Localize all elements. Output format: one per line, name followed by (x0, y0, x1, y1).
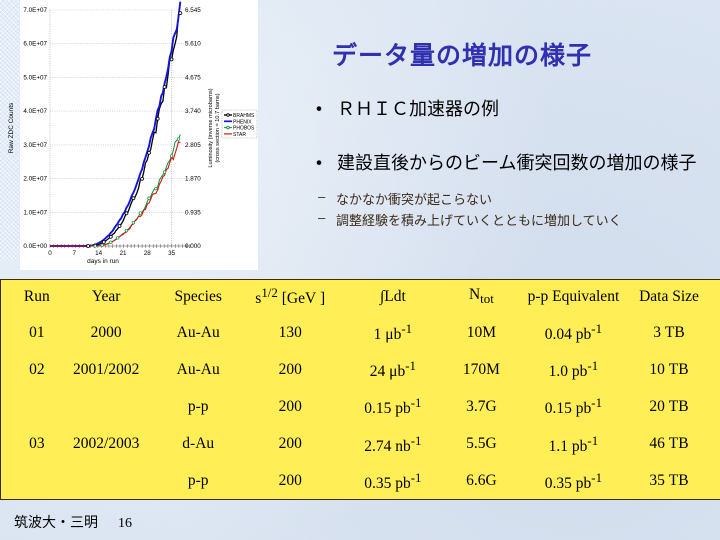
svg-text:3.740: 3.740 (185, 108, 201, 115)
svg-text:Raw ZDC Counts: Raw ZDC Counts (8, 102, 15, 153)
svg-text:3.0E+07: 3.0E+07 (23, 142, 47, 149)
svg-text:6.545: 6.545 (185, 7, 201, 14)
svg-text:7.0E+07: 7.0E+07 (23, 7, 47, 14)
svg-text:2.805: 2.805 (185, 142, 201, 149)
svg-text:4.675: 4.675 (185, 74, 201, 81)
svg-text:35: 35 (168, 250, 176, 257)
svg-text:BRAHMS: BRAHMS (233, 113, 255, 119)
svg-text:PHENIX: PHENIX (233, 119, 252, 125)
svg-text:0: 0 (48, 250, 52, 257)
svg-text:7: 7 (73, 250, 77, 257)
svg-text:4.0E+07: 4.0E+07 (23, 108, 47, 115)
svg-text:21: 21 (119, 250, 127, 257)
svg-text:0.935: 0.935 (185, 209, 201, 216)
svg-text:14: 14 (95, 250, 103, 257)
svg-text:0.0E+00: 0.0E+00 (23, 243, 47, 250)
svg-text:5.0E+07: 5.0E+07 (23, 74, 47, 81)
svg-text:1.0E+07: 1.0E+07 (23, 209, 47, 216)
svg-text:5.610: 5.610 (185, 41, 201, 48)
svg-text:6.0E+07: 6.0E+07 (23, 41, 47, 48)
svg-text:0.000: 0.000 (185, 243, 201, 250)
svg-text:Luminosity (inverse microbarns: Luminosity (inverse microbarns) (208, 88, 214, 167)
svg-text:1.870: 1.870 (185, 176, 201, 183)
svg-text:STAR: STAR (233, 132, 246, 138)
svg-text:28: 28 (144, 250, 152, 257)
svg-text:(cross section = 10.7 barns): (cross section = 10.7 barns) (215, 93, 221, 162)
svg-text:days in run: days in run (87, 258, 119, 265)
svg-text:PHOBOS: PHOBOS (233, 126, 255, 132)
svg-text:2.0E+07: 2.0E+07 (23, 176, 47, 183)
